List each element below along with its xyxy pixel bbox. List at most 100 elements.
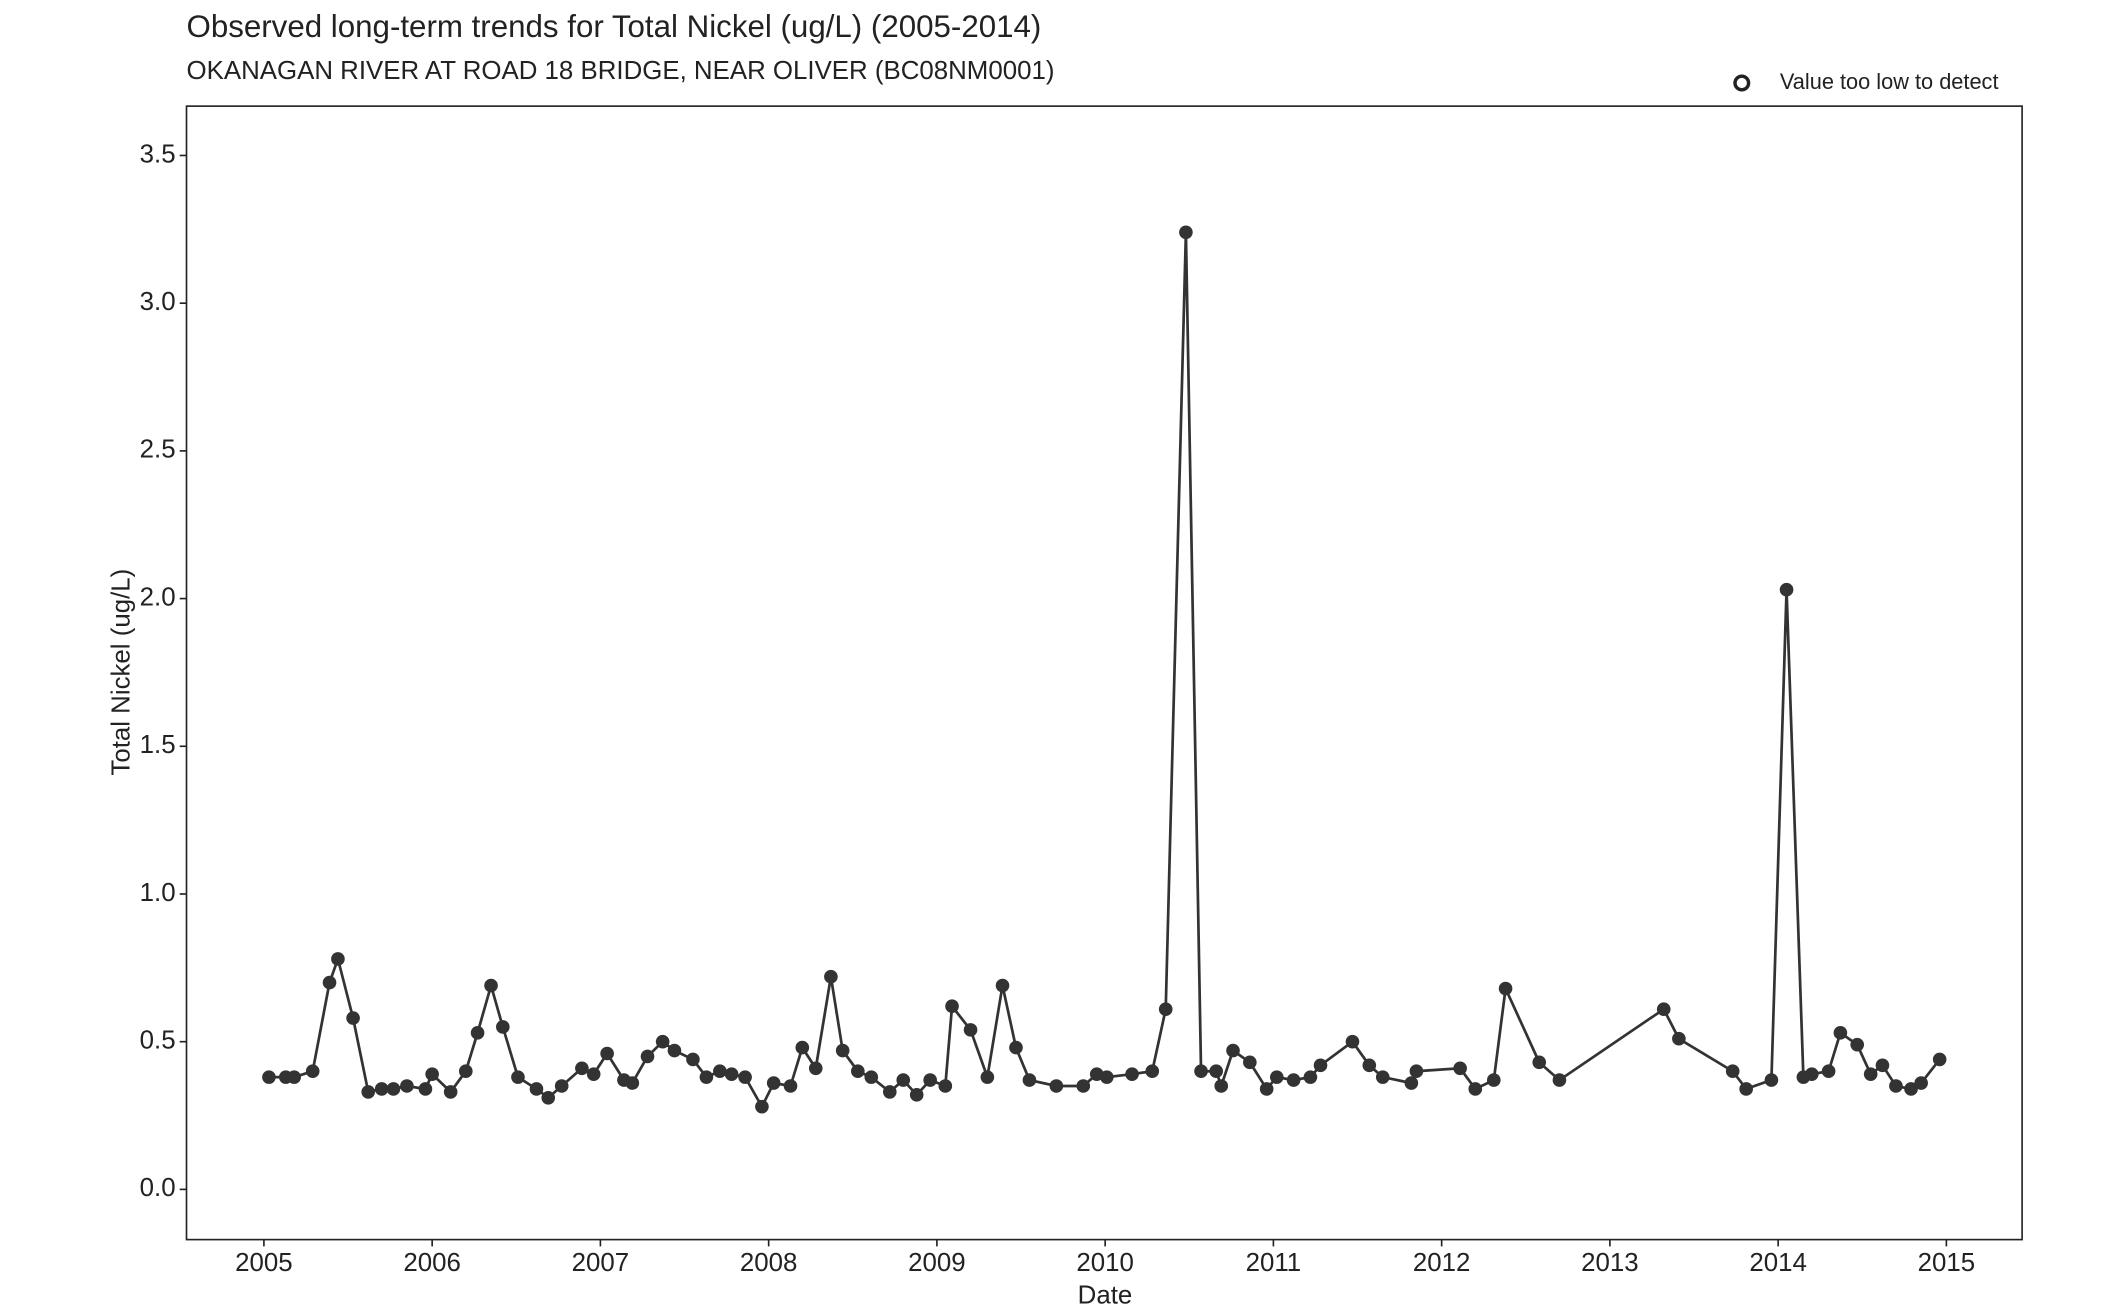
data-point [795, 1040, 810, 1055]
data-point [496, 1020, 510, 1034]
data-point [529, 1082, 544, 1096]
data-point [511, 1070, 525, 1084]
data-point [484, 978, 498, 993]
data-point [724, 1067, 739, 1081]
data-point [1100, 1070, 1114, 1084]
data-point [808, 1061, 823, 1076]
data-point [1362, 1058, 1377, 1073]
data-point [554, 1079, 569, 1093]
x-tick-label: 2005 [235, 1249, 293, 1277]
data-point [1498, 981, 1513, 996]
data-point [322, 975, 337, 990]
data-point [851, 1064, 865, 1079]
legend-marker [1733, 74, 1751, 92]
data-point [1076, 1079, 1091, 1093]
y-tick-label: 3.5 [140, 140, 176, 168]
data-point [331, 952, 345, 966]
data-point [864, 1070, 879, 1084]
data-point [980, 1070, 995, 1084]
data-point [1764, 1073, 1779, 1087]
data-point [1833, 1026, 1848, 1040]
data-point [1850, 1037, 1865, 1052]
data-point [1904, 1082, 1918, 1096]
y-tick-label: 1.0 [140, 879, 176, 907]
data-point [1214, 1079, 1229, 1093]
data-point [713, 1064, 727, 1079]
data-point [655, 1034, 670, 1049]
data-point [923, 1073, 937, 1087]
y-tick-label: 2.0 [140, 583, 176, 611]
data-point [1269, 1070, 1284, 1084]
data-point [755, 1099, 769, 1114]
data-point [1049, 1079, 1064, 1093]
data-point [945, 999, 959, 1014]
data-point [1145, 1064, 1160, 1079]
data-point [686, 1052, 700, 1067]
x-tick-label: 2006 [403, 1249, 461, 1277]
data-point [1286, 1073, 1301, 1087]
data-point [824, 969, 838, 984]
data-point [667, 1043, 682, 1058]
x-tick-label: 2012 [1413, 1249, 1471, 1277]
chart-subtitle: OKANAGAN RIVER AT ROAD 18 BRIDGE, NEAR O… [187, 57, 1055, 85]
data-line [268, 232, 1941, 1110]
data-point [600, 1046, 614, 1061]
legend-label: Value too low to detect [1780, 69, 1999, 94]
data-point [1125, 1067, 1139, 1081]
y-axis-label: Total Nickel (ug/L) [107, 569, 135, 776]
data-point [586, 1067, 601, 1081]
data-point [882, 1085, 897, 1099]
data-point [625, 1076, 640, 1090]
data-point [262, 1070, 276, 1084]
data-point [1914, 1076, 1928, 1090]
data-point [1656, 1002, 1671, 1016]
y-tick-label: 1.5 [140, 731, 176, 759]
data-point [835, 1043, 850, 1058]
y-tick-label: 3.0 [140, 288, 176, 316]
data-point [1194, 1064, 1208, 1079]
data-point [1486, 1073, 1501, 1087]
data-point [1672, 1031, 1686, 1046]
x-tick-label: 2009 [908, 1249, 966, 1277]
data-point [783, 1079, 798, 1093]
data-point [1226, 1043, 1240, 1058]
data-point [640, 1049, 655, 1064]
x-tick-label: 2007 [572, 1249, 630, 1277]
chart-title: Observed long-term trends for Total Nick… [187, 9, 1042, 44]
data-point [1889, 1079, 1903, 1093]
data-point [361, 1085, 376, 1099]
data-point [1453, 1061, 1467, 1076]
data-point [287, 1070, 301, 1084]
data-point [458, 1064, 473, 1079]
x-tick-label: 2014 [1749, 1249, 1807, 1277]
y-tick-label: 0.0 [140, 1174, 176, 1202]
data-point [1313, 1058, 1328, 1073]
data-point [1739, 1082, 1753, 1096]
data-point [1821, 1064, 1836, 1079]
data-point [1409, 1064, 1424, 1079]
data-point [1804, 1067, 1819, 1081]
data-point [1303, 1070, 1318, 1084]
x-tick-label: 2010 [1076, 1249, 1134, 1277]
data-point [1468, 1082, 1483, 1096]
data-point [1179, 225, 1193, 240]
data-point [1375, 1070, 1390, 1084]
data-point [541, 1091, 556, 1105]
data-point [418, 1082, 433, 1096]
data-point [346, 1011, 360, 1025]
data-point [938, 1079, 953, 1093]
data-point [1532, 1055, 1547, 1070]
x-tick-label: 2013 [1581, 1249, 1639, 1277]
data-point [1243, 1055, 1257, 1070]
data-point [963, 1023, 978, 1037]
data-point [1875, 1058, 1890, 1073]
data-point [766, 1076, 781, 1090]
y-tick-label: 2.5 [140, 436, 176, 464]
data-point [1022, 1073, 1037, 1087]
data-point [1209, 1064, 1223, 1079]
data-point [1932, 1052, 1947, 1067]
data-point [1345, 1034, 1360, 1049]
data-point [470, 1026, 485, 1040]
